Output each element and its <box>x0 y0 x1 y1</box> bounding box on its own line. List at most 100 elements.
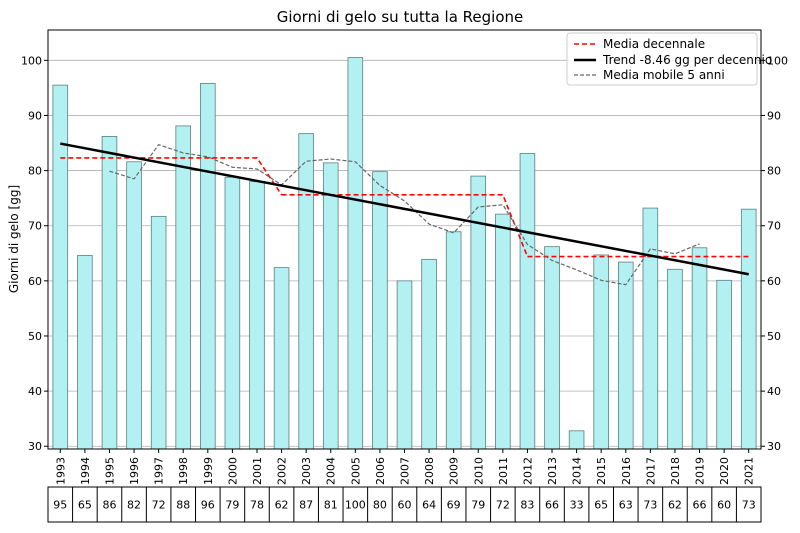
legend-box <box>566 32 758 86</box>
media-mobile-line <box>109 143 700 286</box>
x-tick-label-2009: 2009 <box>448 457 461 485</box>
series-lines <box>60 142 749 286</box>
table-cell-2001: 78 <box>250 499 264 512</box>
y-tick-label-left-70: 70 <box>28 220 42 233</box>
x-tick-label-2020: 2020 <box>718 457 731 485</box>
bar-2001 <box>249 181 265 450</box>
bar-1995 <box>101 136 118 450</box>
y-tick-label-right-30: 30 <box>767 440 781 453</box>
y-axis-label: Giorni di gelo [gg] <box>7 185 21 293</box>
table-cell-2009: 69 <box>447 499 461 512</box>
x-tick-label-1999: 1999 <box>202 457 215 485</box>
x-tick-label-2006: 2006 <box>374 457 387 485</box>
bar-2004 <box>322 162 339 450</box>
bar-2003 <box>298 133 314 450</box>
bar-1993 <box>52 84 69 450</box>
table-cell-2018: 62 <box>668 499 682 512</box>
table-cell-2006: 80 <box>373 499 387 512</box>
table-cell-2010: 79 <box>471 499 485 512</box>
table-cell-2014: 33 <box>570 499 584 512</box>
y-tick-label-right-100: 100 <box>767 54 788 67</box>
bar-2020 <box>716 279 732 450</box>
table-cell-2020: 60 <box>717 499 731 512</box>
y-tick-label-right-60: 60 <box>767 275 781 288</box>
table-cell-2016: 63 <box>619 499 633 512</box>
table-cell-2019: 66 <box>693 499 707 512</box>
bar-2019 <box>691 247 708 450</box>
table-cell-2021: 73 <box>742 499 756 512</box>
y-tick-label-right-40: 40 <box>767 385 781 398</box>
x-tick-label-2007: 2007 <box>399 457 412 485</box>
bar-2002 <box>273 267 290 450</box>
table-cell-2003: 87 <box>299 499 313 512</box>
bar-2011 <box>495 213 511 450</box>
bar-2008 <box>421 258 437 450</box>
x-tick-label-2001: 2001 <box>251 457 264 485</box>
trend-line <box>60 142 749 276</box>
bar-1994 <box>77 255 93 450</box>
y-tick-label-left-40: 40 <box>28 385 42 398</box>
table-frame <box>47 486 762 523</box>
bar-1996 <box>126 161 142 450</box>
bar-2000 <box>224 176 241 450</box>
table-cell-2004: 81 <box>324 499 338 512</box>
media-decennale-line-2002-2011 <box>281 194 529 257</box>
bar-2010 <box>470 175 487 450</box>
bar-1998 <box>175 125 192 450</box>
x-tick-label-2012: 2012 <box>521 457 534 485</box>
legend-label-media-decennale: Media decennale <box>603 37 705 51</box>
bar-2021 <box>740 208 757 450</box>
y-tick-label-left-100: 100 <box>21 54 42 67</box>
x-tick-label-1998: 1998 <box>177 457 190 485</box>
table-cell-2002: 62 <box>275 499 289 512</box>
table-cell-2017: 73 <box>643 499 657 512</box>
bar-2007 <box>396 280 413 450</box>
table-cell-1997: 72 <box>152 499 166 512</box>
table-cell-2000: 79 <box>225 499 239 512</box>
x-tick-label-2015: 2015 <box>595 457 608 485</box>
x-tick-label-2021: 2021 <box>743 457 756 485</box>
value-table: 95 65 86 82 72 88 96 79 78 62 87 81 100 80 60 64 69 79 72 8… <box>47 486 762 523</box>
bar-2016 <box>618 261 634 450</box>
bar-1997 <box>150 215 167 450</box>
table-cell-2012: 83 <box>520 499 534 512</box>
bar-1999 <box>200 83 216 450</box>
y-tick-label-left-50: 50 <box>28 330 42 343</box>
table-cell-2013: 66 <box>545 499 559 512</box>
y-tick-label-right-70: 70 <box>767 220 781 233</box>
x-tick-label-1997: 1997 <box>153 457 166 485</box>
legend-label-media-mobile: Media mobile 5 anni <box>603 68 725 82</box>
x-tick-label-2013: 2013 <box>546 457 559 485</box>
y-tick-label-right-90: 90 <box>767 109 781 122</box>
x-tick-labels: 1993 1994 1995 1996 1997 1998 1999 2000 2001 2002… <box>54 449 756 485</box>
x-tick-label-2010: 2010 <box>472 457 485 485</box>
y-tick-label-right-80: 80 <box>767 165 781 178</box>
table-cell-1996: 82 <box>127 499 141 512</box>
legend-label-trend: Trend -8.46 gg per decennio <box>602 53 772 67</box>
bar-2005 <box>347 57 364 450</box>
table-cell-1998: 88 <box>176 499 190 512</box>
x-tick-label-2016: 2016 <box>620 457 633 485</box>
bar-2006 <box>372 171 388 450</box>
y-tick-label-left-60: 60 <box>28 275 42 288</box>
x-tick-label-2000: 2000 <box>226 457 239 485</box>
bar-2012 <box>519 153 536 450</box>
x-tick-label-2005: 2005 <box>349 457 362 485</box>
table-cell-1995: 86 <box>102 499 116 512</box>
media-decennale-line-1993-2001 <box>60 157 283 196</box>
bars <box>52 57 757 450</box>
table-cell-1999: 96 <box>201 499 215 512</box>
y-tick-label-left-90: 90 <box>28 109 42 122</box>
bar-2015 <box>593 254 609 450</box>
bar-2017 <box>642 207 659 450</box>
x-tick-label-2011: 2011 <box>497 457 510 485</box>
x-tick-label-2018: 2018 <box>669 457 682 485</box>
x-tick-label-2014: 2014 <box>571 457 584 485</box>
table-cell-1993: 95 <box>53 499 67 512</box>
table-cell-2015: 65 <box>594 499 608 512</box>
x-tick-label-2008: 2008 <box>423 457 436 485</box>
y-tick-label-left-80: 80 <box>28 165 42 178</box>
table-cell-2007: 60 <box>398 499 412 512</box>
y-tick-label-right-50: 50 <box>767 330 781 343</box>
